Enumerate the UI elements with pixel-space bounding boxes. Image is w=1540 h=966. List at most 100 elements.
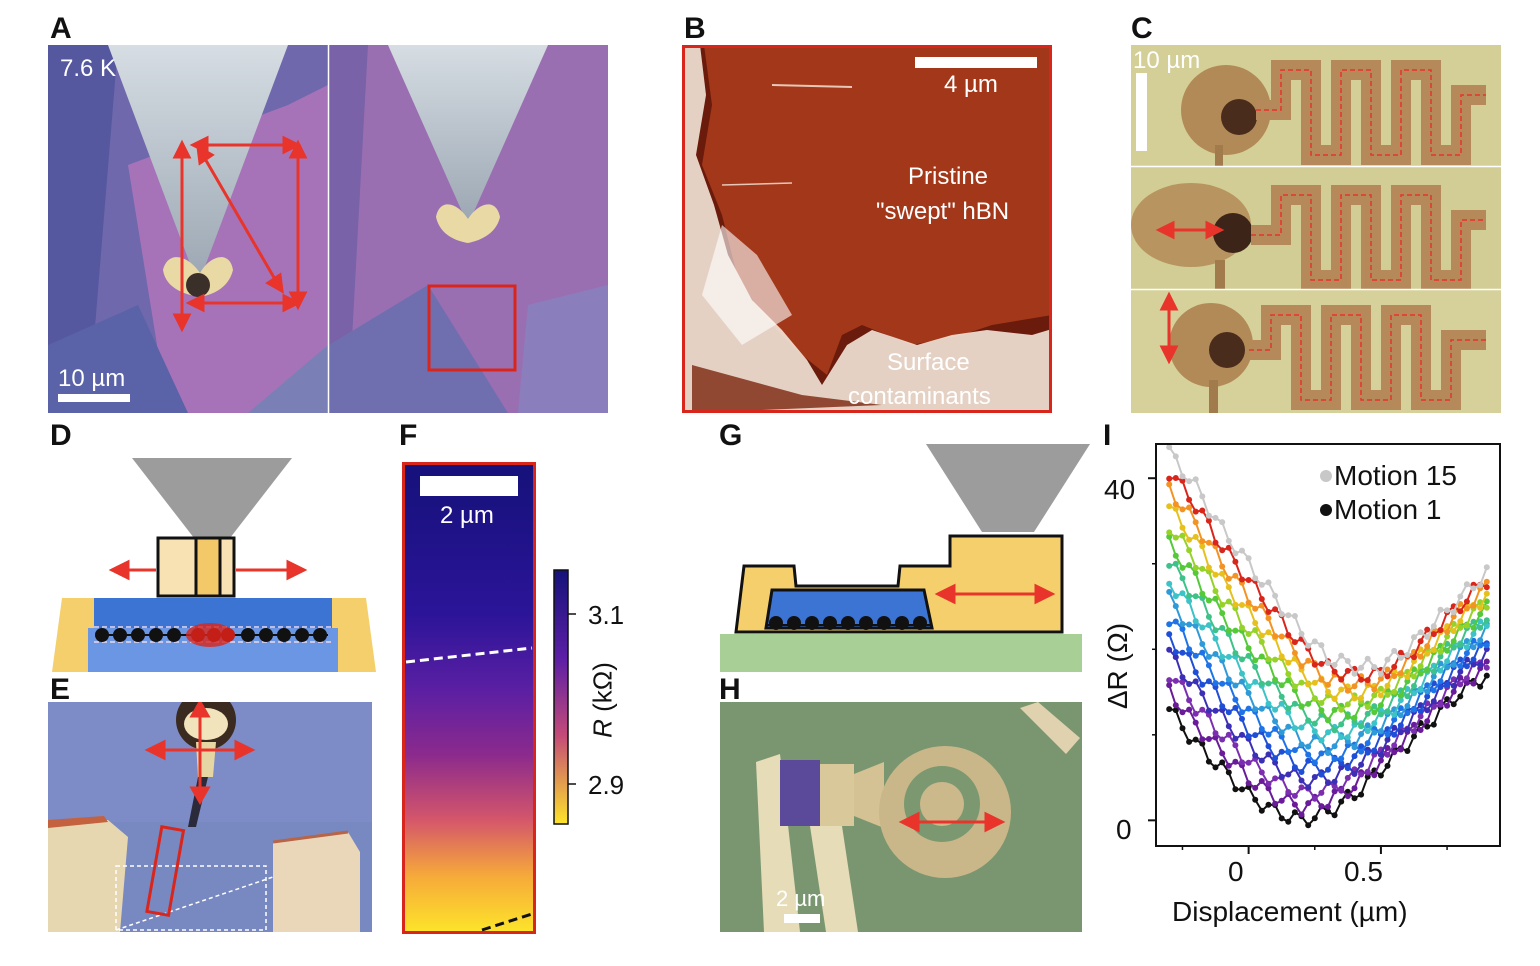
motion-point <box>1212 635 1219 642</box>
motion-point <box>1272 800 1279 807</box>
motion-point <box>1199 649 1206 656</box>
motion-point <box>1298 630 1305 637</box>
motion-point <box>1311 774 1318 780</box>
panel-label-f: F <box>399 419 418 452</box>
motion-point <box>1258 632 1265 639</box>
motion-point <box>1483 642 1490 649</box>
motion-point <box>1311 795 1318 802</box>
motion-point <box>1411 634 1417 641</box>
motion-point <box>1205 653 1212 660</box>
motion-point <box>1252 605 1259 612</box>
motion-point <box>1470 585 1477 592</box>
motion-point <box>1305 717 1312 724</box>
motion-point <box>1166 677 1173 684</box>
motion-point <box>1205 662 1212 669</box>
motion-point <box>1298 703 1305 710</box>
motion-point <box>1318 789 1325 796</box>
panel-label-i: I <box>1103 419 1112 452</box>
motion-point <box>1411 706 1417 713</box>
motion-point <box>1258 680 1265 687</box>
motion-point <box>1219 624 1226 631</box>
motion-point <box>1219 736 1226 743</box>
motion-point <box>1397 697 1404 704</box>
motion-point <box>1232 735 1239 742</box>
motion-point <box>1258 769 1265 776</box>
motion-point <box>1252 784 1259 791</box>
motion-point <box>1457 593 1464 600</box>
motion-point <box>1232 758 1239 765</box>
motion-point <box>1179 674 1186 681</box>
motion-point <box>1305 822 1312 829</box>
motion-point <box>1305 743 1312 750</box>
motion-point <box>1252 706 1259 713</box>
panel-i-chart: 40 0 0 0.5 Displacement (µm) ΔR (Ω) Moti… <box>1100 436 1520 936</box>
y-axis-label: ΔR (Ω) <box>1102 622 1133 710</box>
motion-point <box>1205 736 1212 742</box>
motion-point <box>1311 720 1318 727</box>
motion-point <box>1212 730 1219 737</box>
motion-point <box>1338 798 1345 805</box>
motion-point <box>1225 731 1232 738</box>
motion-point <box>1291 809 1298 816</box>
motion-point <box>1364 655 1371 662</box>
motion-point <box>1437 667 1444 674</box>
motion-point <box>1483 672 1490 679</box>
motion-point <box>1384 656 1391 663</box>
motion-point <box>1225 676 1232 683</box>
motion-point <box>1305 657 1312 664</box>
motion-point <box>1457 624 1464 631</box>
panel-f-image <box>402 462 576 934</box>
motion-point <box>1232 601 1239 608</box>
motion-point <box>1338 686 1345 693</box>
motion-point <box>1358 723 1365 730</box>
motion-point <box>1186 478 1193 485</box>
motion-point <box>1166 682 1173 689</box>
motion-point <box>1252 678 1259 685</box>
motion-point <box>1291 650 1298 656</box>
panel-b-scale-bar-label: 4 µm <box>944 71 998 98</box>
motion-point <box>1166 503 1173 510</box>
motion-point <box>1377 692 1384 699</box>
motion-point <box>1457 618 1464 625</box>
motion-point <box>1477 611 1484 618</box>
motion-point <box>1172 552 1179 559</box>
motion-point <box>1470 644 1477 651</box>
motion-point <box>1272 656 1279 663</box>
motion-point <box>1172 501 1179 508</box>
motion-point <box>1225 769 1232 776</box>
motion-point <box>1384 745 1391 751</box>
motion-point <box>1186 738 1193 745</box>
motion-point <box>1371 729 1378 736</box>
y-axis-tick-40: 40 <box>1104 474 1136 505</box>
motion-point <box>1358 743 1365 750</box>
motion-point <box>1457 608 1464 615</box>
motion-point <box>1364 768 1371 775</box>
motion-point <box>1239 715 1245 722</box>
motion-point <box>1344 687 1351 694</box>
motion-point <box>1272 755 1279 762</box>
motion-point <box>1364 710 1371 717</box>
motion-point <box>1318 642 1325 649</box>
panel-e-micrograph <box>48 702 372 932</box>
motion-point <box>1212 627 1219 634</box>
panel-c-frame-3 <box>1131 290 1501 413</box>
motion-point <box>1212 651 1219 657</box>
motion-point <box>1278 700 1285 707</box>
motion-point <box>1450 638 1457 645</box>
motion-point <box>1377 728 1384 735</box>
motion-point <box>1417 713 1424 720</box>
motion-point <box>1457 641 1464 648</box>
motion-point <box>1172 677 1179 684</box>
motion-point <box>1450 644 1457 651</box>
motion-point <box>1470 656 1477 663</box>
motion-point <box>1397 746 1404 753</box>
motion-point <box>1239 678 1245 685</box>
motion-point <box>1291 613 1298 619</box>
motion-point <box>1166 529 1173 536</box>
motion-point <box>1311 661 1318 668</box>
panel-label-h: H <box>719 673 741 706</box>
motion-point <box>1338 764 1345 771</box>
panel-f-resistance-map: 2 µm 3.1 2.9 R (kΩ) <box>402 462 636 934</box>
motion-point <box>1205 622 1212 629</box>
motion-point <box>1424 707 1431 714</box>
